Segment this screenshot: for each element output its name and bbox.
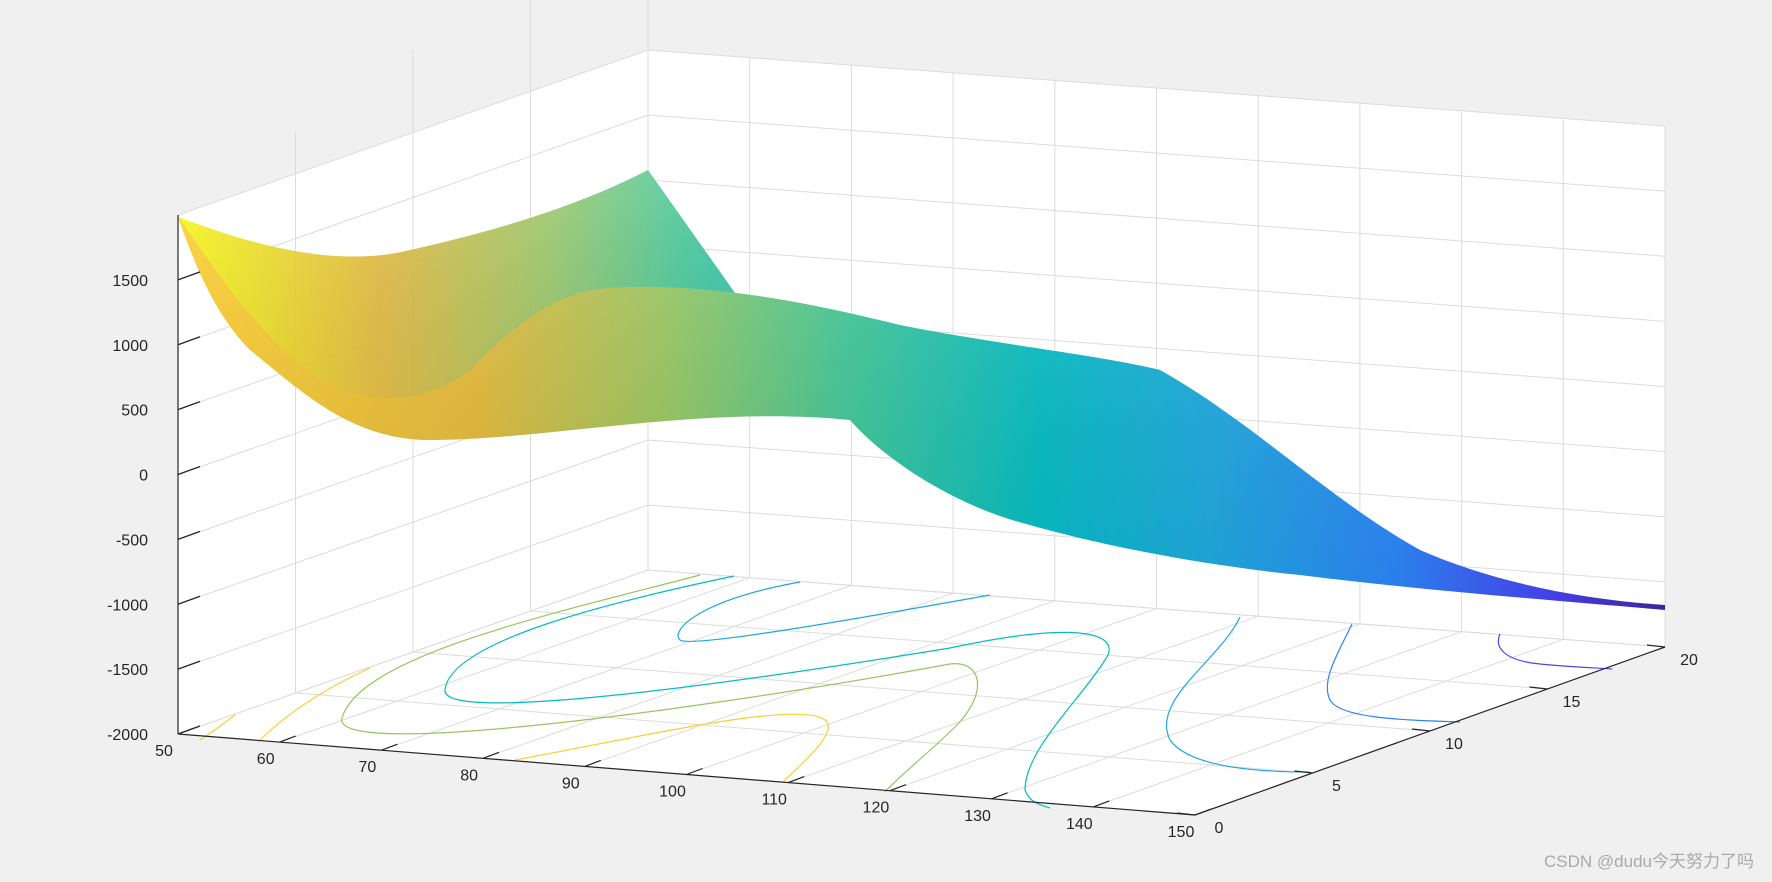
x-tick-label: 80 xyxy=(460,767,478,784)
surface-front-sheet-shade xyxy=(178,217,1665,610)
x-tick-label: 130 xyxy=(964,808,991,825)
z-tick-label: 1000 xyxy=(112,338,148,355)
contour-line xyxy=(199,714,236,741)
z-tick-label: -1000 xyxy=(107,597,148,614)
z-tick-label: -500 xyxy=(116,532,148,549)
x-tick-label: 70 xyxy=(359,759,377,776)
x-tick-label: 120 xyxy=(863,800,890,817)
x-tick-label: 90 xyxy=(562,775,580,792)
x-tick-mark xyxy=(279,735,296,743)
x-tick-mark xyxy=(482,751,500,759)
z-tick-mark xyxy=(177,530,201,540)
watermark: CSDN @dudu今天努力了吗 xyxy=(1544,852,1754,871)
x-tick-mark xyxy=(991,792,1008,800)
x-tick-label: 100 xyxy=(659,784,686,801)
contour-line xyxy=(444,575,1110,809)
y-tick-label: 20 xyxy=(1680,652,1698,669)
y-tick-mark xyxy=(1176,812,1196,816)
grid-line-z-back xyxy=(647,179,1666,257)
grid-line-z-back xyxy=(647,244,1666,322)
surface-front-face xyxy=(178,217,1665,610)
floor-contours xyxy=(199,574,1613,809)
grid-line-z-left xyxy=(177,569,649,735)
grid-line-top-left xyxy=(177,49,649,216)
z-tick-label: 0 xyxy=(139,468,148,485)
contour-line xyxy=(514,713,829,783)
grid-line-top-back xyxy=(647,49,1666,127)
y-tick-mark xyxy=(1646,644,1666,648)
x-tick-mark xyxy=(584,759,602,767)
z-tick-mark xyxy=(177,465,201,476)
z-tick-label: 500 xyxy=(121,403,148,420)
z-tick-mark xyxy=(177,401,201,411)
z-tick-label: -1500 xyxy=(107,662,148,679)
contour-line xyxy=(1326,623,1461,723)
y-tick-label: 5 xyxy=(1332,778,1341,795)
contour-line xyxy=(677,581,991,642)
z-tick-mark xyxy=(177,595,201,605)
x-tick-mark xyxy=(1194,808,1212,816)
contour-line xyxy=(1165,616,1311,773)
y-tick-label: 0 xyxy=(1215,820,1224,837)
y-tick-mark xyxy=(1294,770,1313,774)
grid-line-z-left xyxy=(177,439,649,605)
x-tick-label: 50 xyxy=(155,743,173,760)
x-tick-label: 140 xyxy=(1066,816,1093,833)
x-tick-label: 110 xyxy=(761,792,787,809)
x-tick-label: 60 xyxy=(257,751,275,768)
z-tick-mark xyxy=(177,725,201,735)
contour-line xyxy=(341,574,979,793)
grid-lines xyxy=(177,0,1666,816)
contour-line xyxy=(1497,633,1613,670)
grid-line-y-floor xyxy=(295,692,1313,774)
x-tick-mark xyxy=(787,776,805,784)
grid-line-z-back xyxy=(647,569,1666,648)
z-tick-mark xyxy=(177,336,201,346)
contour-line xyxy=(257,667,371,743)
grid-line-y-floor xyxy=(412,651,1431,732)
x-tick-mark xyxy=(686,767,703,776)
x-tick-mark xyxy=(889,784,907,792)
x-tick-mark xyxy=(1093,800,1110,808)
grid-line-y-floor xyxy=(530,610,1548,690)
x-tick-mark xyxy=(381,743,398,751)
grid-line-z-left xyxy=(177,504,649,670)
y-tick-label: 15 xyxy=(1563,694,1581,711)
z-tick-mark xyxy=(177,660,201,670)
z-tick-label: -2000 xyxy=(107,727,148,744)
axis-ticks: 50 60 70 80 90 100 110 120 130 140 150 05101520-200… xyxy=(107,271,1698,841)
y-tick-label: 10 xyxy=(1445,736,1463,753)
y-tick-mark xyxy=(1529,686,1548,690)
z-tick-mark xyxy=(177,271,201,281)
z-tick-label: 1500 xyxy=(112,273,148,290)
grid-line-z-back xyxy=(647,114,1666,192)
y-tick-mark xyxy=(1411,728,1431,732)
x-tick-label: 150 xyxy=(1168,824,1195,841)
